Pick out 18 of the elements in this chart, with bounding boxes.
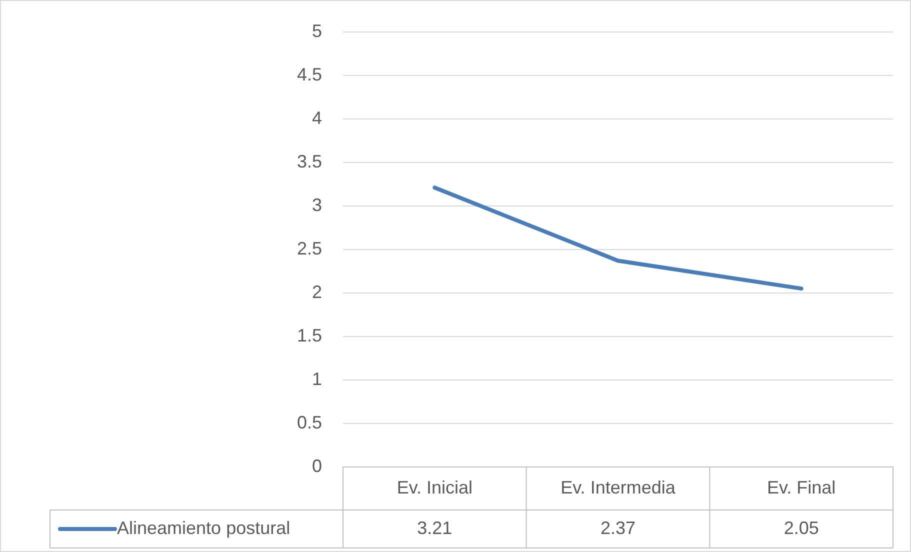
- y-tick-label: 2.5: [296, 238, 322, 258]
- y-tick-label: 3.5: [296, 151, 322, 172]
- y-tick-label: 2: [312, 282, 322, 302]
- y-tick-label: 1.5: [296, 325, 322, 346]
- data-label: 2.37: [600, 518, 636, 538]
- y-tick-label: 0.5: [296, 412, 322, 432]
- y-tick-label: 5: [312, 20, 322, 41]
- y-tick-label: 4.5: [296, 64, 322, 84]
- x-tick-label: Ev. Intermedia: [560, 477, 676, 498]
- x-tick-label: Ev. Inicial: [396, 477, 473, 498]
- x-tick-label: Ev. Final: [766, 477, 836, 498]
- data-label: 2.05: [784, 518, 819, 538]
- y-tick-label: 3: [312, 194, 322, 215]
- y-tick-label: 4: [312, 108, 322, 128]
- legend-label: Alineamiento postural: [117, 518, 290, 538]
- y-tick-label: 1: [312, 368, 322, 389]
- data-label: 3.21: [417, 518, 452, 538]
- y-tick-label: 0: [312, 456, 322, 476]
